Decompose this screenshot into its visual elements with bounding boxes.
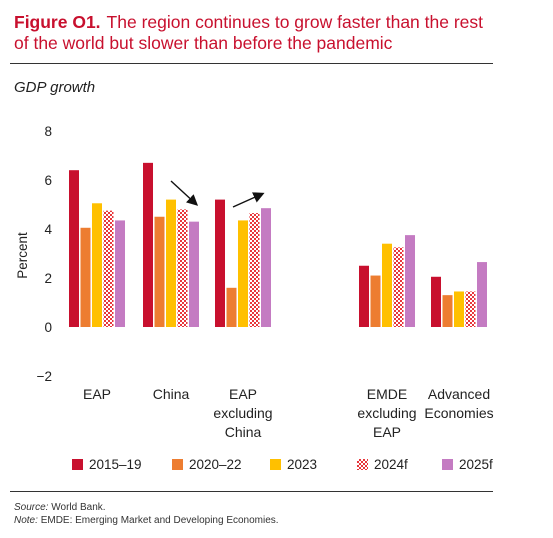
bar-2024f-China [177,209,188,327]
bar-2025f-EAP excluding China [261,208,271,327]
footnote: Note: EMDE: Emerging Market and Developi… [14,515,279,526]
bar-2020–22-EAP [80,227,91,327]
bar-2015–19-EMDE excluding EAP [359,265,369,327]
x-category-label: EAP [373,424,401,440]
legend-label: 2020–22 [189,457,242,472]
figure-title: The region continues to grow faster than… [14,12,484,53]
bar-2015–19-Advanced Economies [431,276,441,327]
trend-arrow-up [232,192,265,208]
legend-label: 2025f [459,457,493,472]
source-text: World Bank. [51,502,106,513]
bottom-rule [10,491,493,492]
gdp-growth-chart: 8 6 4 2 0 −2 Percent EAP China EAP excluding China… [15,124,494,440]
legend-item: 2023 [270,457,317,472]
x-category-label: China [153,386,190,402]
bar-2015–19-China [143,162,153,327]
note-label: Note: [14,515,38,526]
legend-swatch [442,459,453,470]
x-category-label: EAP [83,386,111,402]
y-tick-label: 4 [44,222,52,237]
top-rule [10,63,493,64]
x-category-label: EAP [229,386,257,402]
bar-2023-EAP [92,203,102,327]
figure-label: Figure O1. [14,12,101,32]
legend-swatch [72,459,83,470]
legend-item: 2015–19 [72,457,142,472]
legend-label: 2024f [374,457,408,472]
x-category-label: excluding [357,405,416,421]
bar-2024f-Advanced Economies [465,291,476,327]
trend-arrow-down [170,180,199,206]
note-text: EMDE: Emerging Market and Developing Eco… [40,515,279,526]
y-tick-label: 0 [44,320,52,335]
bar-2025f-EMDE excluding EAP [405,235,415,327]
x-category-label: excluding [213,405,272,421]
source-note: Source: World Bank. [14,502,106,513]
bar-2020–22-EAP excluding China [226,287,237,327]
legend-swatch [357,459,368,470]
bar-2015–19-EAP excluding China [215,199,225,327]
legend-item: 2024f [357,457,408,472]
bar-2023-EAP excluding China [238,220,248,327]
legend-item: 2020–22 [172,457,242,472]
y-axis-label: Percent [15,232,30,279]
y-tick-label: 6 [44,173,52,188]
bar-2024f-EAP excluding China [249,213,260,327]
legend-item: 2025f [442,457,493,472]
bar-2020–22-Advanced Economies [442,295,453,327]
legend-label: 2023 [287,457,318,472]
bar-2020–22-China [154,216,165,327]
chart-legend: 2015–19 2020–22 2023 2024f 2025f [72,457,502,477]
y-tick-label: 2 [44,271,52,286]
chart-subtitle: GDP growth [14,79,96,96]
y-tick-label: 8 [44,124,52,139]
y-tick-label: −2 [37,369,52,384]
bar-2020–22-EMDE excluding EAP [370,275,381,327]
bar-2023-EMDE excluding EAP [382,243,392,327]
x-category-label: Advanced [428,386,490,402]
bar-2025f-EAP [115,220,125,327]
x-category-label: EMDE [367,386,407,402]
bar-2023-Advanced Economies [454,291,464,327]
legend-swatch [172,459,183,470]
legend-label: 2015–19 [89,457,142,472]
figure-heading: Figure O1. The region continues to grow f… [14,12,494,54]
legend-swatch [270,459,281,470]
bar-2023-China [166,199,176,327]
bar-2015–19-EAP [69,170,79,327]
source-label: Source: [14,502,49,513]
x-category-label: China [225,424,262,440]
bar-2024f-EMDE excluding EAP [393,247,404,327]
bar-2025f-China [189,221,199,327]
bar-2024f-EAP [103,210,114,327]
x-category-label: Economies [424,405,493,421]
bar-2025f-Advanced Economies [477,262,487,327]
